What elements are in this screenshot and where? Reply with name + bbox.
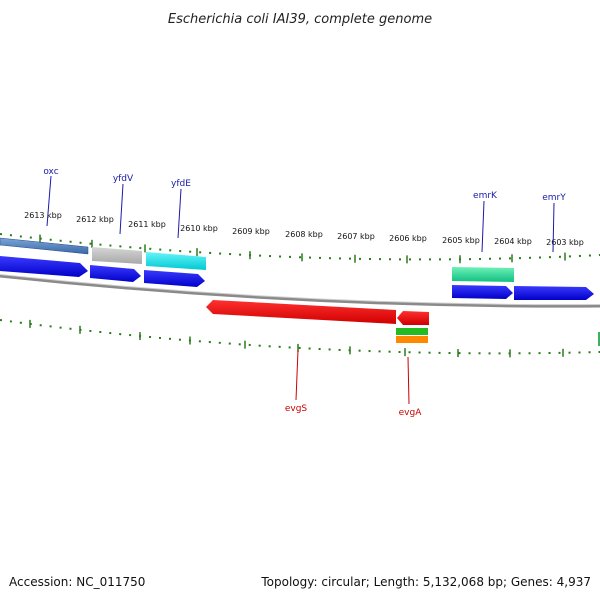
gene-oxc-arrow	[0, 256, 88, 277]
accession-text: Accession: NC_011750	[9, 575, 145, 589]
tick-label: 2605 kbp	[442, 236, 480, 245]
label-oxc: oxc	[43, 167, 59, 227]
gene-label-emrY: emrY	[542, 193, 566, 203]
rna-feature-steel	[0, 237, 89, 255]
label-yfdE: yfdE	[171, 179, 191, 239]
tick-label: 2603 kbp	[546, 238, 584, 247]
map-title: Escherichia coli IAI39, complete genome	[168, 12, 432, 27]
tick-label: 2613 kbp	[24, 211, 62, 220]
gene-emrK-arrow	[452, 285, 513, 299]
rna-feature-cyan	[146, 252, 206, 270]
label-yfdV: yfdV	[113, 174, 134, 235]
gene-yfdE-arrow	[144, 270, 205, 287]
tick-label: 2611 kbp	[128, 220, 166, 229]
tick-label: 2610 kbp	[180, 224, 218, 233]
genome-backbone	[0, 274, 600, 308]
gene-label-evgS: evgS	[285, 404, 308, 414]
gene-emrY-arrow	[514, 286, 594, 300]
inner-major-ticks	[29, 319, 564, 358]
label-evgA: evgA	[399, 356, 423, 418]
rna-feature-edge	[598, 332, 600, 346]
genome-summary-text: Topology: circular; Length: 5,132,068 bp…	[260, 575, 591, 589]
tick-label: 2607 kbp	[337, 232, 375, 241]
label-evgS: evgS	[285, 349, 308, 414]
gene-label-emrK: emrK	[473, 191, 498, 201]
rna-feature-orange	[396, 336, 428, 343]
tick-labels: 2613 kbp 2612 kbp 2611 kbp 2610 kbp 2609 kbp…	[24, 211, 584, 247]
gene-label-oxc: oxc	[43, 167, 58, 177]
tick-label: 2608 kbp	[285, 230, 323, 239]
gene-yfdV-arrow	[90, 265, 141, 282]
outer-major-ticks	[39, 234, 566, 264]
gene-label-yfdE: yfdE	[171, 179, 191, 189]
inner-tick-track	[0, 319, 600, 355]
label-emrY: emrY	[542, 193, 566, 253]
gene-label-yfdV: yfdV	[113, 174, 134, 184]
rna-feature-green	[396, 328, 428, 335]
tick-label: 2604 kbp	[494, 237, 532, 246]
tick-label: 2612 kbp	[76, 215, 114, 224]
label-emrK: emrK	[473, 191, 498, 253]
rna-feature-teal	[452, 267, 514, 282]
gene-evgA-arrow	[397, 311, 429, 325]
tick-label: 2609 kbp	[232, 227, 270, 236]
tick-label: 2606 kbp	[389, 234, 427, 243]
gene-evgS-arrow	[206, 300, 396, 324]
outer-tick-track	[0, 233, 600, 261]
gene-label-evgA: evgA	[399, 408, 423, 418]
rna-feature-gray	[92, 247, 142, 264]
